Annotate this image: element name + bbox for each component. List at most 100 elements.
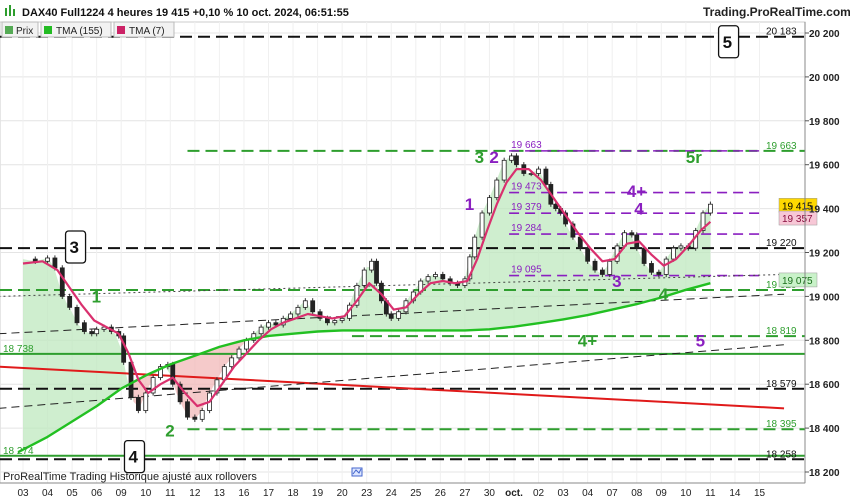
price-candle	[479, 212, 485, 238]
price-candle	[592, 260, 598, 271]
bar-chart-icon[interactable]	[5, 5, 15, 16]
price-candle	[288, 313, 293, 319]
price-candle	[553, 203, 559, 210]
y-tick-label: 20 200	[809, 29, 840, 40]
price-candle	[158, 366, 163, 379]
green-level-label: 18 819	[766, 326, 797, 337]
wave-label: 1	[465, 195, 474, 214]
price-candle	[585, 247, 591, 262]
price-candle	[135, 396, 141, 411]
grid-lines	[0, 22, 805, 483]
legend-item-tma7[interactable]	[113, 21, 175, 38]
legend-item-tma155[interactable]	[40, 21, 112, 38]
price-candle	[374, 260, 379, 284]
y-tick-label: 18 200	[809, 468, 840, 479]
price-candle	[143, 392, 149, 411]
price-candle	[332, 320, 338, 324]
price-candle	[396, 311, 402, 319]
legend-label-tma155: TMA (155)	[56, 26, 103, 37]
price-candle	[266, 322, 271, 328]
price-candle	[273, 322, 279, 326]
event-marker-icon[interactable]	[351, 467, 363, 477]
x-tick-label: 12	[189, 488, 201, 499]
wave-label: 3	[475, 148, 484, 167]
price-candle	[700, 212, 706, 231]
price-candle	[433, 274, 438, 278]
price-candle	[509, 155, 514, 161]
price-candle	[388, 313, 394, 319]
price-candle	[192, 416, 198, 420]
price-tag-label: 19 075	[782, 276, 813, 287]
price-candle	[494, 179, 500, 199]
price-tag	[778, 210, 818, 226]
x-tick-label: 18	[287, 488, 299, 499]
x-tick-label: 03	[558, 488, 570, 499]
x-tick-label: 07	[607, 488, 619, 499]
price-candle	[302, 300, 308, 308]
x-tick-label: 03	[17, 488, 29, 499]
trend-line	[0, 273, 785, 297]
footer-note: ProRealTime Trading Historique ajusté au…	[3, 471, 257, 483]
price-candle	[128, 361, 134, 398]
price-candle	[536, 168, 541, 174]
y-tick-label: 19 600	[809, 161, 840, 172]
wave-label-box	[123, 439, 146, 474]
x-tick-label: 05	[67, 488, 79, 499]
legend: Prix TMA (155) TMA (7)	[1, 21, 175, 38]
x-tick-label: 10	[680, 488, 692, 499]
price-candle	[325, 317, 330, 324]
price-candle	[467, 256, 473, 280]
wave-label-box	[717, 25, 740, 59]
x-tick-label: 13	[214, 488, 226, 499]
wave-label: 4+	[578, 331, 597, 350]
x-tick-label: 24	[386, 488, 398, 499]
price-candle	[440, 274, 446, 280]
purple-level-label: 19 095	[511, 265, 542, 276]
x-tick-label: 02	[533, 488, 545, 499]
price-candle	[361, 269, 367, 286]
purple-level-label: 19 473	[511, 182, 542, 193]
wave-label: 4	[128, 448, 138, 467]
price-candle	[339, 317, 345, 321]
price-candle	[295, 306, 301, 315]
x-tick-label: 09	[116, 488, 128, 499]
price-candle	[641, 247, 647, 264]
y-tick-label: 18 800	[809, 336, 840, 347]
x-tick-label: 23	[361, 488, 373, 499]
x-tick-label: 16	[238, 488, 250, 499]
black-level-label: 20 183	[766, 27, 797, 38]
price-candle	[649, 263, 654, 273]
purple-level-label: 19 284	[511, 223, 542, 234]
x-tick-label: 14	[729, 488, 741, 499]
y-tick-label: 19 000	[809, 292, 840, 303]
series-lines	[17, 153, 713, 454]
price-candle	[671, 247, 676, 260]
price-candle	[501, 159, 507, 181]
price-candle	[89, 331, 95, 335]
site-brand[interactable]: Trading.ProRealTime.com	[703, 5, 850, 19]
price-candle	[310, 300, 316, 313]
price-candle	[177, 383, 183, 403]
y-tick-label: 19 400	[809, 205, 840, 216]
x-tick-label: oct.	[505, 488, 523, 499]
price-candle	[487, 197, 492, 214]
price-candle	[67, 295, 73, 308]
price-candle	[81, 322, 87, 332]
x-tick-label: 04	[42, 488, 54, 499]
black-level-label: 19 220	[766, 238, 797, 249]
green-level-label: 18 395	[766, 419, 797, 430]
x-tick-label: 08	[631, 488, 643, 499]
y-tick-label: 18 400	[809, 424, 840, 435]
wave-label: 3	[612, 272, 621, 291]
wave-label: 5	[723, 33, 732, 52]
price-candle	[629, 232, 635, 236]
x-tick-label: 15	[754, 488, 766, 499]
chart-title: DAX40 Full1224 4 heures 19 415 +0,10 % 1…	[22, 7, 349, 19]
price-tag-label: 19 357	[782, 214, 813, 225]
tma7-swatch-icon	[117, 26, 125, 34]
x-tick-label: 09	[656, 488, 668, 499]
legend-label-tma7: TMA (7)	[129, 26, 165, 37]
x-axis: 03 04 05 06 09 10 11 12 13 16 17 18 19 20 23 24 25 26 27 30…	[0, 482, 805, 499]
